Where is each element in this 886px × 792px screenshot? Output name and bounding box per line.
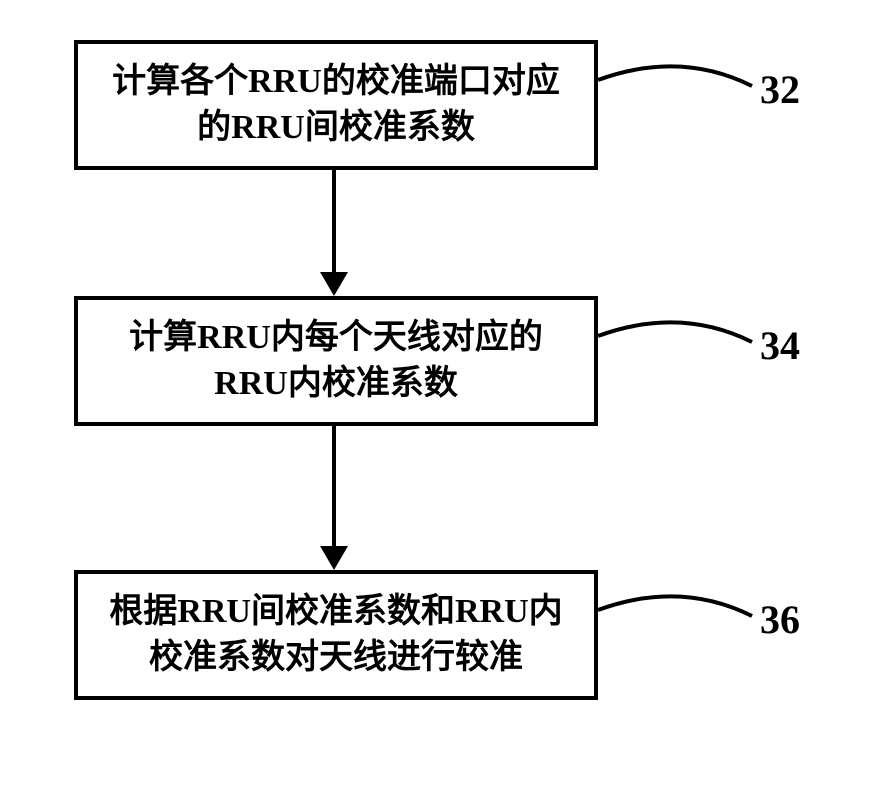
callout-3 [0,0,886,792]
label-34: 34 [760,322,800,369]
flowchart-canvas: 计算各个RRU的校准端口对应的RRU间校准系数 计算RRU内每个天线对应的RRU… [0,0,886,792]
label-32: 32 [760,66,800,113]
label-36: 36 [760,596,800,643]
